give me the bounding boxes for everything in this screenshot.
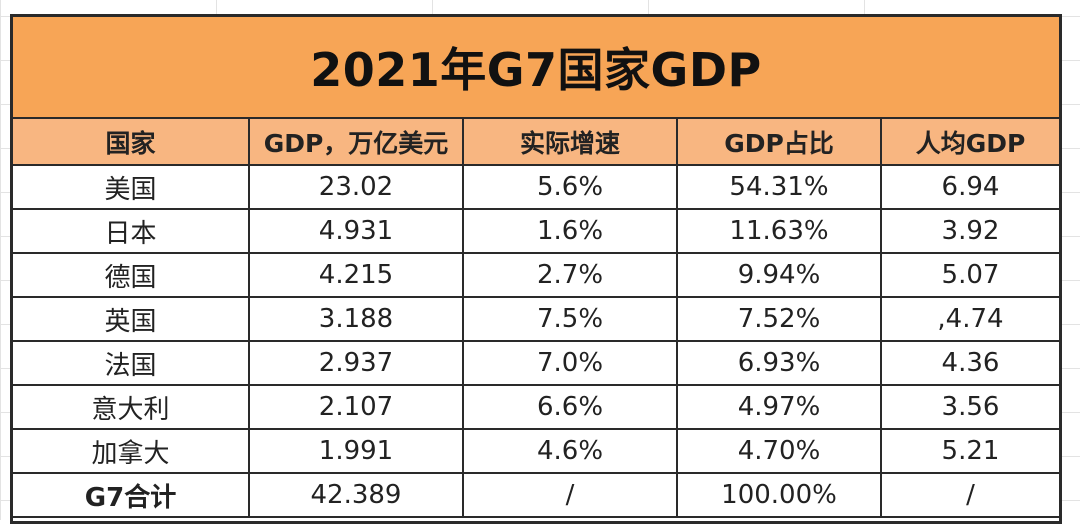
cell-country[interactable]: 意大利 [13, 384, 250, 430]
cell-growth[interactable]: 2.7% [462, 252, 678, 298]
cell-share[interactable]: 6.93% [676, 340, 882, 386]
cell-total-share[interactable]: 100.00% [676, 472, 882, 518]
cell-total-label[interactable]: G7合计 [13, 472, 250, 518]
table-row: 法国 2.937 7.0% 6.93% 4.36 [13, 340, 1059, 386]
cell-country[interactable]: 美国 [13, 164, 250, 210]
cell-share[interactable]: 11.63% [676, 208, 882, 254]
cell-share[interactable]: 54.31% [676, 164, 882, 210]
cell-country[interactable]: 德国 [13, 252, 250, 298]
cell-share[interactable]: 7.52% [676, 296, 882, 342]
cell-per-capita[interactable]: ,4.74 [880, 296, 1059, 342]
gdp-table: 国家 GDP，万亿美元 实际增速 GDP占比 人均GDP 美国 23.02 5.… [13, 119, 1059, 518]
cell-country[interactable]: 英国 [13, 296, 250, 342]
cell-per-capita[interactable]: 6.94 [880, 164, 1059, 210]
cell-total-gdp[interactable]: 42.389 [248, 472, 464, 518]
table-row: 德国 4.215 2.7% 9.94% 5.07 [13, 252, 1059, 298]
cell-per-capita[interactable]: 5.21 [880, 428, 1059, 474]
cell-country[interactable]: 加拿大 [13, 428, 250, 474]
cell-share[interactable]: 9.94% [676, 252, 882, 298]
cell-per-capita[interactable]: 3.92 [880, 208, 1059, 254]
cell-growth[interactable]: 1.6% [462, 208, 678, 254]
cell-gdp[interactable]: 3.188 [248, 296, 464, 342]
cell-growth[interactable]: 7.5% [462, 296, 678, 342]
cell-per-capita[interactable]: 5.07 [880, 252, 1059, 298]
cell-growth[interactable]: 6.6% [462, 384, 678, 430]
cell-growth[interactable]: 5.6% [462, 164, 678, 210]
cell-per-capita[interactable]: 4.36 [880, 340, 1059, 386]
cell-gdp[interactable]: 23.02 [248, 164, 464, 210]
header-growth[interactable]: 实际增速 [462, 119, 678, 166]
cell-per-capita[interactable]: 3.56 [880, 384, 1059, 430]
table-row: 英国 3.188 7.5% 7.52% ,4.74 [13, 296, 1059, 342]
cell-growth[interactable]: 4.6% [462, 428, 678, 474]
table-row: 美国 23.02 5.6% 54.31% 6.94 [13, 164, 1059, 210]
cell-total-per-capita[interactable]: / [880, 472, 1059, 518]
cell-gdp[interactable]: 4.215 [248, 252, 464, 298]
cell-share[interactable]: 4.97% [676, 384, 882, 430]
cell-country[interactable]: 日本 [13, 208, 250, 254]
header-per-capita[interactable]: 人均GDP [880, 119, 1059, 166]
cell-gdp[interactable]: 2.937 [248, 340, 464, 386]
header-share[interactable]: GDP占比 [676, 119, 882, 166]
table-row: 加拿大 1.991 4.6% 4.70% 5.21 [13, 428, 1059, 474]
cell-gdp[interactable]: 1.991 [248, 428, 464, 474]
gdp-table-container: 2021年G7国家GDP 国家 GDP，万亿美元 实际增速 GDP占比 人均GD… [10, 14, 1062, 524]
table-title: 2021年G7国家GDP [310, 43, 762, 97]
cell-country[interactable]: 法国 [13, 340, 250, 386]
table-row: 日本 4.931 1.6% 11.63% 3.92 [13, 208, 1059, 254]
cell-growth[interactable]: 7.0% [462, 340, 678, 386]
cell-total-growth[interactable]: / [462, 472, 678, 518]
title-bar: 2021年G7国家GDP [13, 17, 1059, 119]
cell-gdp[interactable]: 4.931 [248, 208, 464, 254]
total-row: G7合计 42.389 / 100.00% / [13, 472, 1059, 518]
cell-gdp[interactable]: 2.107 [248, 384, 464, 430]
cell-share[interactable]: 4.70% [676, 428, 882, 474]
header-country[interactable]: 国家 [13, 119, 250, 166]
header-row: 国家 GDP，万亿美元 实际增速 GDP占比 人均GDP [13, 119, 1059, 166]
table-row: 意大利 2.107 6.6% 4.97% 3.56 [13, 384, 1059, 430]
header-gdp[interactable]: GDP，万亿美元 [248, 119, 464, 166]
